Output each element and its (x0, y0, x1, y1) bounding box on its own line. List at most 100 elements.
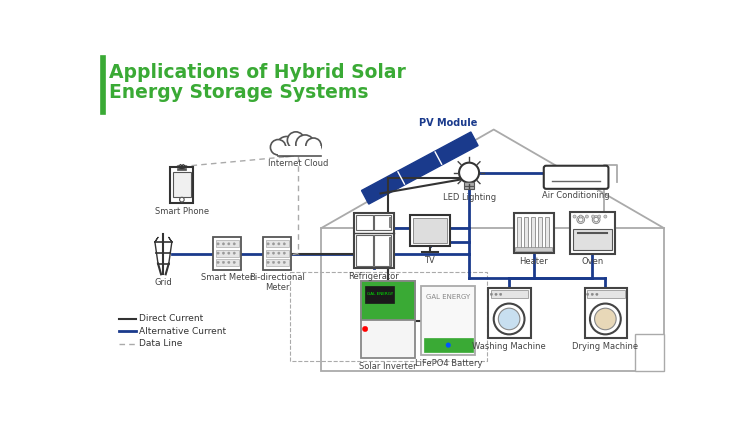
Polygon shape (362, 132, 478, 204)
Bar (424, 338, 473, 352)
Text: Heater: Heater (520, 257, 548, 266)
Text: Alternative Current: Alternative Current (139, 327, 226, 336)
Circle shape (222, 261, 224, 264)
Circle shape (283, 243, 286, 245)
Circle shape (459, 163, 479, 183)
Bar (216, 259, 238, 266)
Circle shape (494, 303, 524, 334)
Text: Drying Machine: Drying Machine (572, 342, 638, 351)
Circle shape (217, 252, 219, 254)
Circle shape (267, 243, 269, 245)
Bar (374, 215, 392, 230)
Text: Washing Machine: Washing Machine (472, 342, 546, 351)
Text: GAL ENERGY: GAL ENERGY (426, 295, 470, 300)
Bar (634, 334, 664, 371)
Circle shape (498, 308, 520, 330)
Circle shape (222, 243, 224, 245)
Text: LED Lighting: LED Lighting (442, 193, 496, 202)
Text: Refrigerator: Refrigerator (348, 272, 399, 281)
Circle shape (573, 215, 576, 218)
Circle shape (591, 293, 593, 295)
Bar (524, 217, 528, 249)
Text: Smart Phone: Smart Phone (154, 207, 209, 215)
Circle shape (592, 216, 600, 224)
Bar (389, 217, 392, 227)
Circle shape (233, 261, 236, 264)
Bar (538, 217, 542, 249)
Text: TV: TV (424, 256, 435, 265)
Bar (514, 212, 554, 253)
Circle shape (278, 243, 280, 245)
Bar (374, 235, 392, 266)
Bar (266, 241, 289, 247)
Circle shape (500, 293, 502, 295)
Bar (422, 286, 476, 355)
Bar (356, 215, 373, 230)
Text: Air Conditioning: Air Conditioning (542, 191, 610, 200)
Circle shape (287, 132, 304, 149)
Circle shape (296, 135, 314, 153)
Circle shape (278, 252, 280, 254)
Text: Solar Inverter: Solar Inverter (359, 362, 417, 371)
Circle shape (306, 138, 321, 153)
Circle shape (590, 303, 621, 334)
Bar (266, 249, 289, 257)
Circle shape (283, 261, 286, 264)
Bar (365, 286, 394, 303)
Bar (214, 237, 242, 270)
Text: Smart Meter: Smart Meter (201, 273, 254, 282)
Bar (263, 237, 291, 270)
Circle shape (596, 293, 598, 295)
Circle shape (271, 139, 286, 155)
Circle shape (228, 252, 230, 254)
Circle shape (272, 261, 274, 264)
Bar (266, 259, 289, 266)
Circle shape (179, 197, 184, 202)
Circle shape (579, 215, 582, 218)
Text: PV Module: PV Module (419, 118, 478, 128)
Bar (321, 228, 664, 371)
Bar (587, 290, 625, 298)
Circle shape (592, 215, 595, 218)
Circle shape (446, 343, 451, 348)
Circle shape (267, 252, 269, 254)
Circle shape (495, 293, 497, 295)
Bar (573, 229, 611, 250)
Circle shape (578, 217, 583, 222)
Circle shape (586, 293, 589, 295)
Bar (290, 272, 487, 360)
Bar (584, 288, 627, 338)
Circle shape (233, 252, 236, 254)
Bar (570, 212, 614, 253)
Circle shape (277, 136, 296, 156)
Bar (544, 217, 549, 249)
Text: Energy Storage Systems: Energy Storage Systems (109, 83, 368, 102)
Bar (177, 168, 187, 170)
Text: GAL ENERGY: GAL ENERGY (367, 292, 393, 296)
Text: Internet Cloud: Internet Cloud (268, 159, 328, 168)
Circle shape (267, 261, 269, 264)
Circle shape (222, 252, 224, 254)
Circle shape (490, 293, 493, 295)
Circle shape (278, 261, 280, 264)
Text: Direct Current: Direct Current (139, 314, 203, 323)
Bar (413, 218, 447, 243)
Circle shape (283, 252, 286, 254)
Bar (170, 167, 194, 204)
Bar (101, 57, 105, 114)
Bar (216, 249, 238, 257)
Circle shape (595, 308, 616, 330)
Circle shape (217, 261, 219, 264)
Bar (290, 272, 487, 360)
Bar (531, 217, 536, 249)
Bar (410, 215, 450, 246)
Circle shape (228, 243, 230, 245)
Bar (362, 281, 416, 320)
Bar (464, 186, 474, 189)
Circle shape (598, 215, 601, 218)
FancyBboxPatch shape (544, 166, 608, 189)
Bar (517, 217, 521, 249)
Bar (389, 237, 392, 265)
Bar (278, 146, 321, 156)
Text: Data Line: Data Line (139, 339, 182, 348)
